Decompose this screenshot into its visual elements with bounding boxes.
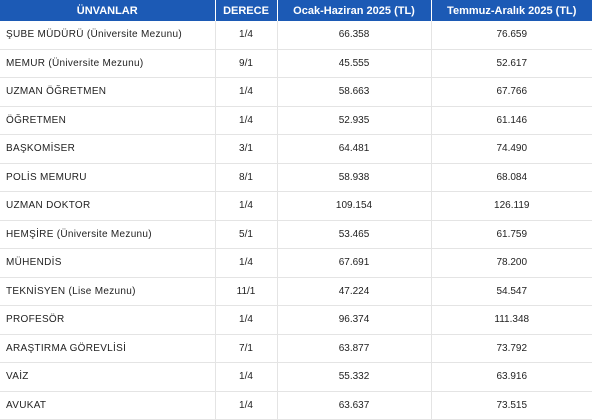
second-half-salary-cell: 74.490 xyxy=(431,134,592,164)
table-row: UZMAN DOKTOR 1/4 109.154 126.119 xyxy=(0,191,592,221)
table-row: AVUKAT 1/4 63.637 73.515 xyxy=(0,391,592,420)
second-half-salary-cell: 126.119 xyxy=(431,191,592,221)
table-row: HEMŞİRE (Üniversite Mezunu) 5/1 53.465 61.7… xyxy=(0,220,592,249)
first-half-salary-cell: 45.555 xyxy=(277,49,432,78)
title-cell: ÖĞRETMEN xyxy=(0,106,216,135)
header-row: ÜNVANLAR DERECE Ocak-Haziran 2025 (TL) T… xyxy=(0,0,592,21)
first-half-salary-cell: 67.691 xyxy=(277,248,432,278)
second-half-salary-cell: 78.200 xyxy=(431,248,592,278)
table-row: ARAŞTIRMA GÖREVLİSİ 7/1 63.877 73.792 xyxy=(0,334,592,363)
second-half-salary-cell: 61.146 xyxy=(431,106,592,135)
second-half-salary-cell: 52.617 xyxy=(431,49,592,78)
grade-cell: 9/1 xyxy=(215,49,278,78)
title-cell: AVUKAT xyxy=(0,391,216,420)
header-first-half: Ocak-Haziran 2025 (TL) xyxy=(277,0,432,21)
title-cell: MÜHENDİS xyxy=(0,248,216,278)
title-cell: HEMŞİRE (Üniversite Mezunu) xyxy=(0,220,216,249)
grade-cell: 1/4 xyxy=(215,391,278,420)
first-half-salary-cell: 66.358 xyxy=(277,21,432,50)
title-cell: UZMAN DOKTOR xyxy=(0,191,216,221)
header-titles: ÜNVANLAR xyxy=(0,0,216,21)
first-half-salary-cell: 63.877 xyxy=(277,334,432,363)
grade-cell: 5/1 xyxy=(215,220,278,249)
title-cell: TEKNİSYEN (Lise Mezunu) xyxy=(0,277,216,306)
grade-cell: 8/1 xyxy=(215,163,278,192)
second-half-salary-cell: 73.792 xyxy=(431,334,592,363)
second-half-salary-cell: 61.759 xyxy=(431,220,592,249)
table-row: ŞUBE MÜDÜRÜ (Üniversite Mezunu) 1/4 66.358… xyxy=(0,21,592,50)
first-half-salary-cell: 58.663 xyxy=(277,77,432,107)
first-half-salary-cell: 47.224 xyxy=(277,277,432,306)
second-half-salary-cell: 54.547 xyxy=(431,277,592,306)
table-row: PROFESÖR 1/4 96.374 111.348 xyxy=(0,305,592,335)
grade-cell: 1/4 xyxy=(215,248,278,278)
table-row: MEMUR (Üniversite Mezunu) 9/1 45.555 52.617 xyxy=(0,49,592,78)
title-cell: PROFESÖR xyxy=(0,305,216,335)
table-row: ÖĞRETMEN 1/4 52.935 61.146 xyxy=(0,106,592,135)
first-half-salary-cell: 64.481 xyxy=(277,134,432,164)
second-half-salary-cell: 68.084 xyxy=(431,163,592,192)
grade-cell: 1/4 xyxy=(215,106,278,135)
first-half-salary-cell: 55.332 xyxy=(277,362,432,392)
grade-cell: 11/1 xyxy=(215,277,278,306)
grade-cell: 7/1 xyxy=(215,334,278,363)
grade-cell: 1/4 xyxy=(215,305,278,335)
second-half-salary-cell: 76.659 xyxy=(431,21,592,50)
table-row: UZMAN ÖĞRETMEN 1/4 58.663 67.766 xyxy=(0,77,592,107)
first-half-salary-cell: 53.465 xyxy=(277,220,432,249)
title-cell: ARAŞTIRMA GÖREVLİSİ xyxy=(0,334,216,363)
grade-cell: 1/4 xyxy=(215,362,278,392)
table-row: BAŞKOMİSER 3/1 64.481 74.490 xyxy=(0,134,592,164)
grade-cell: 1/4 xyxy=(215,191,278,221)
first-half-salary-cell: 52.935 xyxy=(277,106,432,135)
second-half-salary-cell: 111.348 xyxy=(431,305,592,335)
first-half-salary-cell: 63.637 xyxy=(277,391,432,420)
table-body: ŞUBE MÜDÜRÜ (Üniversite Mezunu) 1/4 66.358… xyxy=(0,21,592,420)
title-cell: ŞUBE MÜDÜRÜ (Üniversite Mezunu) xyxy=(0,21,216,50)
first-half-salary-cell: 109.154 xyxy=(277,191,432,221)
second-half-salary-cell: 73.515 xyxy=(431,391,592,420)
grade-cell: 3/1 xyxy=(215,134,278,164)
title-cell: BAŞKOMİSER xyxy=(0,134,216,164)
grade-cell: 1/4 xyxy=(215,77,278,107)
title-cell: VAİZ xyxy=(0,362,216,392)
title-cell: MEMUR (Üniversite Mezunu) xyxy=(0,49,216,78)
title-cell: UZMAN ÖĞRETMEN xyxy=(0,77,216,107)
title-cell: POLİS MEMURU xyxy=(0,163,216,192)
second-half-salary-cell: 63.916 xyxy=(431,362,592,392)
header-second-half: Temmuz-Aralık 2025 (TL) xyxy=(431,0,592,21)
second-half-salary-cell: 67.766 xyxy=(431,77,592,107)
header-grade: DERECE xyxy=(215,0,278,21)
table-row: POLİS MEMURU 8/1 58.938 68.084 xyxy=(0,163,592,192)
first-half-salary-cell: 96.374 xyxy=(277,305,432,335)
grade-cell: 1/4 xyxy=(215,21,278,50)
first-half-salary-cell: 58.938 xyxy=(277,163,432,192)
table-row: TEKNİSYEN (Lise Mezunu) 11/1 47.224 54.547 xyxy=(0,277,592,306)
table-row: MÜHENDİS 1/4 67.691 78.200 xyxy=(0,248,592,278)
table-header: ÜNVANLAR DERECE Ocak-Haziran 2025 (TL) T… xyxy=(0,0,592,21)
table-row: VAİZ 1/4 55.332 63.916 xyxy=(0,362,592,392)
